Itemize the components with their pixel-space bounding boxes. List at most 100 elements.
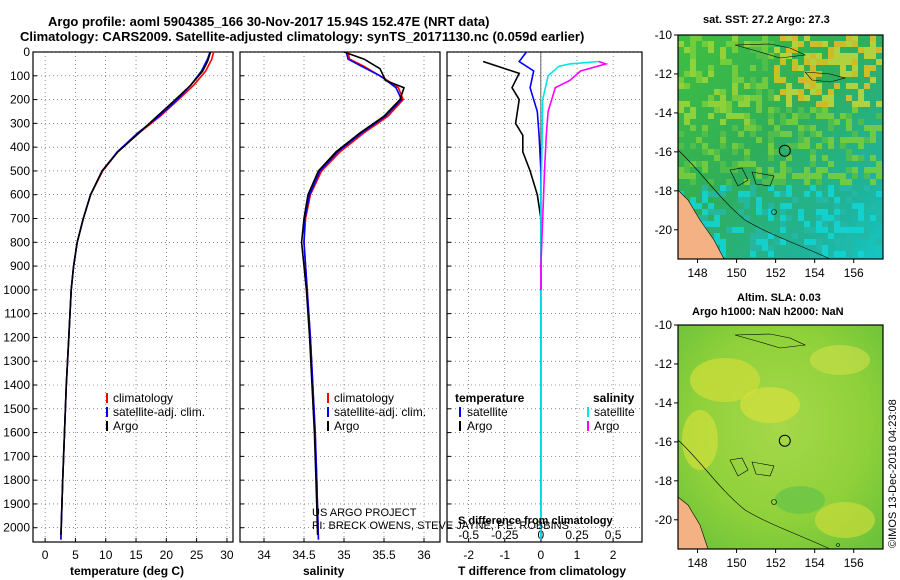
depth-tick-label: 200 [10, 93, 30, 107]
salinity-panel [239, 51, 441, 543]
s-difference-tick-label: -0.25 [491, 528, 519, 542]
title-line1: Argo profile: aoml 5904385_166 30-Nov-20… [48, 14, 490, 29]
salinity-series-argo [300, 51, 406, 535]
temperature-legend: climatology satellite-adj. clim. Argo [106, 391, 205, 433]
salinity-tick-label: 34.5 [292, 548, 316, 562]
legend-t-satellite: satellite [467, 405, 508, 419]
temperature-series-satellite-adj-clim- [60, 51, 211, 540]
salinity-legend: climatology satellite-adj. clim. Argo [327, 391, 426, 433]
salinity-tick-label: 35.5 [372, 548, 396, 562]
depth-tick-label: 1000 [3, 283, 30, 297]
legend-s-argo: Argo [594, 419, 620, 433]
temperature-tick-label: 0 [42, 548, 49, 562]
temperature-tick-label: 10 [99, 548, 113, 562]
temperature-tick-label: 15 [129, 548, 143, 562]
lat-tick-label: -16 [655, 435, 673, 449]
depth-tick-label: 1900 [3, 497, 30, 511]
sla-map [677, 324, 884, 550]
salinity-xlabel: salinity [303, 564, 345, 578]
argo-location-marker [778, 144, 791, 157]
sst-map-title: sat. SST: 27.2 Argo: 27.3 [703, 14, 830, 26]
salinity-tick-label: 34 [257, 548, 271, 562]
imos-stamp: ©IMOS 13-Dec-2018 04:23:08 [887, 399, 899, 548]
lon-tick-label: 152 [766, 556, 786, 570]
depth-tick-label: 1500 [3, 402, 30, 416]
lat-tick-label: -18 [655, 184, 673, 198]
legend-salinity-title: salinity [593, 391, 635, 405]
s-difference-tick-label: -0.5 [458, 528, 479, 542]
sla-map-subtitle: Argo h1000: NaN h2000: NaN [692, 306, 844, 318]
salinity-tick-label: 36 [417, 548, 431, 562]
depth-tick-label: 1800 [3, 473, 30, 487]
difference-series-temperature-satellite [518, 51, 542, 540]
temperature-tick-labels: 0 5 10 15 20 25 30 [42, 548, 234, 562]
difference-tick-label: -1 [499, 548, 510, 562]
difference-tick-label: -2 [463, 548, 474, 562]
salinity-series-climatology [303, 51, 405, 540]
sla-map-title: Altim. SLA: 0.03 [737, 292, 821, 304]
temperature-tick-label: 25 [190, 548, 204, 562]
temperature-tick-label: 20 [160, 548, 174, 562]
s-difference-xlabel: S difference from climatology [458, 515, 614, 527]
depth-tick-label: 500 [10, 164, 30, 178]
lat-tick-label: -18 [655, 474, 673, 488]
lat-tick-label: -20 [655, 223, 673, 237]
lat-tick-label: -14 [655, 396, 673, 410]
lon-tick-label: 150 [727, 266, 747, 280]
legend-t-argo: Argo [467, 419, 493, 433]
legend-temperature-title: temperature [455, 391, 525, 405]
difference-tick-label: 2 [610, 548, 617, 562]
depth-tick-label: 1300 [3, 354, 30, 368]
lat-tick-label: -10 [655, 28, 673, 42]
legend-climatology: climatology [113, 391, 173, 405]
temperature-series [60, 51, 215, 540]
depth-tick-label: 2000 [3, 521, 30, 535]
lat-tick-label: -16 [655, 145, 673, 159]
depth-tick-label: 900 [10, 259, 30, 273]
temperature-series-climatology [60, 51, 215, 540]
lat-tick-label: -12 [655, 357, 673, 371]
credit-line2: PI: BRECK OWENS, STEVE JAYNE, P.E. ROBBI… [312, 520, 569, 532]
s-difference-tick-label: 0.5 [605, 528, 622, 542]
t-difference-tick-labels: -2 -1 0 1 2 [463, 548, 616, 562]
legend-argo: Argo [113, 419, 139, 433]
lat-tick-label: -20 [655, 513, 673, 527]
lon-tick-label: 156 [844, 556, 864, 570]
difference-grid [447, 51, 642, 542]
lat-tick-label: -14 [655, 106, 673, 120]
lon-tick-label: 148 [688, 266, 708, 280]
difference-series-salinity-satellite [540, 60, 599, 540]
legend-s-satellite: satellite [594, 405, 635, 419]
legend-satellite: satellite-adj. clim. [334, 405, 426, 419]
difference-series [482, 51, 609, 540]
difference-panel [446, 51, 643, 543]
sst-map-lat-ticks: -10 -12 -14 -16 -18 -20 [655, 28, 678, 237]
lon-tick-label: 156 [844, 266, 864, 280]
lat-tick-label: -10 [655, 318, 673, 332]
lon-tick-label: 152 [766, 266, 786, 280]
depth-tick-label: 1400 [3, 378, 30, 392]
depth-tick-label: 800 [10, 235, 30, 249]
lon-tick-label: 154 [805, 556, 825, 570]
salinity-tick-label: 35 [337, 548, 351, 562]
title-line2: Climatology: CARS2009. Satellite-adjuste… [20, 29, 584, 44]
lon-tick-label: 154 [805, 266, 825, 280]
depth-tick-label: 1200 [3, 330, 30, 344]
salinity-grid [240, 51, 440, 542]
lon-tick-label: 150 [727, 556, 747, 570]
temperature-xlabel: temperature (deg C) [70, 564, 184, 578]
temperature-tick-label: 30 [220, 548, 234, 562]
legend-argo: Argo [334, 419, 360, 433]
sst-map-lon-ticks: 148 150 152 154 156 [688, 259, 864, 280]
difference-series-temperature-argo [482, 60, 542, 290]
sst-map [677, 34, 884, 260]
depth-tick-label: 700 [10, 212, 30, 226]
salinity-series-satellite-adj-clim- [303, 51, 403, 540]
difference-tick-label: 0 [538, 548, 545, 562]
salinity-tick-labels: 34 34.5 35 35.5 36 [257, 548, 431, 562]
temperature-series-argo [60, 51, 212, 535]
lon-tick-label: 148 [688, 556, 708, 570]
difference-series-salinity-argo [540, 60, 609, 290]
depth-tick-labels: 0 100 200 300 400 500 600 700 800 900 1000 1100 1200… [3, 45, 30, 535]
